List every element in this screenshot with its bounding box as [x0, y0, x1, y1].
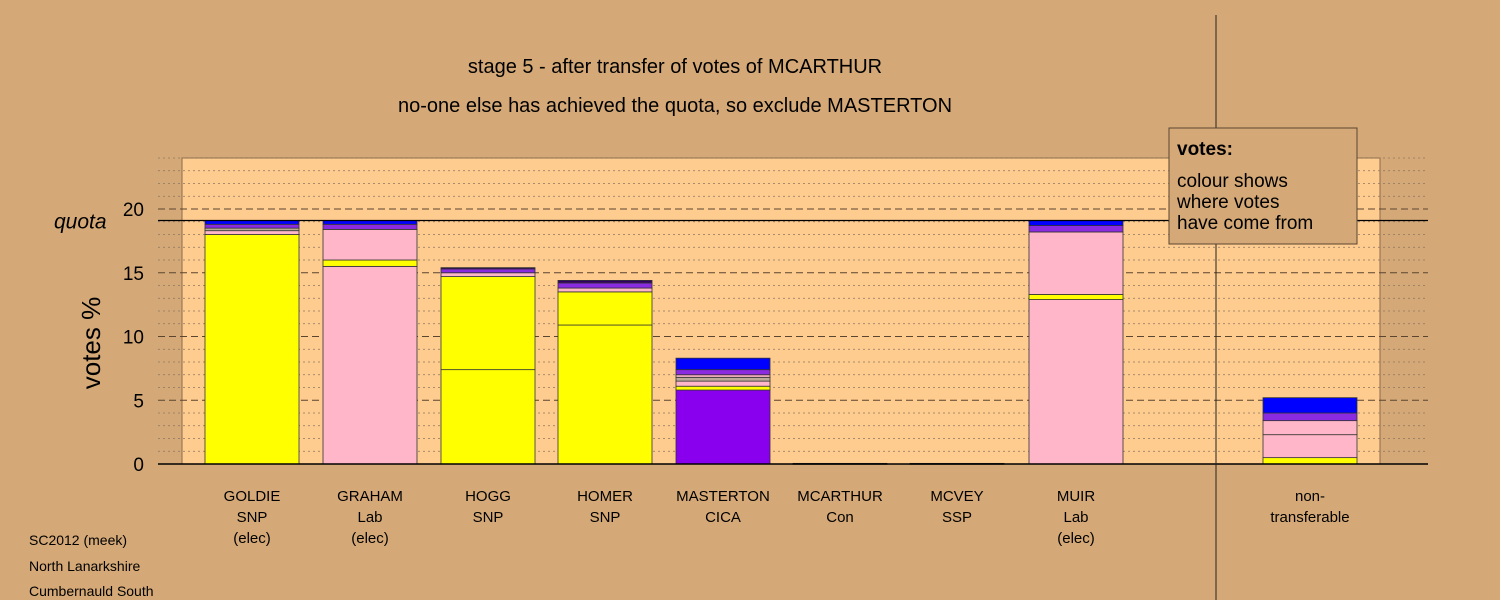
bar-segment — [322, 265, 418, 465]
x-tick-label: (elec) — [1057, 530, 1095, 547]
bar-segment — [675, 357, 771, 371]
bar-segment — [322, 228, 418, 261]
bar-segment — [557, 291, 653, 326]
bar-segment — [675, 376, 771, 382]
x-tick-label: SNP — [237, 509, 268, 526]
bar-segment — [1028, 231, 1124, 295]
bar-segment — [675, 385, 771, 391]
bar-segment — [557, 282, 653, 289]
bar-segment — [322, 223, 418, 230]
chart-title: stage 5 - after transfer of votes of MCA… — [468, 56, 882, 78]
x-tick-label: transferable — [1270, 509, 1349, 526]
bar-segment — [1028, 225, 1124, 233]
legend-line: colour shows — [1177, 171, 1288, 192]
x-tick-label: non- — [1295, 488, 1325, 505]
y-tick-label: 10 — [123, 328, 144, 349]
bar-segment — [204, 234, 300, 465]
x-axis-labels: GOLDIE SNP (elec) GRAHAM Lab (elec) HOGG SNP HOM… — [224, 488, 1350, 547]
bar-segment — [440, 267, 536, 270]
x-tick-label: Lab — [1063, 509, 1088, 526]
legend: votes: colour shows where votes have com… — [1168, 127, 1358, 245]
x-tick-label: (elec) — [351, 530, 389, 547]
x-tick-label: MASTERTON — [676, 488, 770, 505]
x-tick-label: MCARTHUR — [797, 488, 883, 505]
y-axis-ticks: 0 5 10 15 20 — [123, 200, 144, 476]
footer-line: SC2012 (meek) — [29, 532, 127, 548]
footer: SC2012 (meek) North Lanarkshire Cumberna… — [29, 532, 154, 599]
x-tick-label: HOGG — [465, 488, 511, 505]
bar-segment — [557, 279, 653, 284]
bar-segment — [440, 369, 536, 465]
x-tick-label: GOLDIE — [224, 488, 281, 505]
bar-segment — [204, 230, 300, 235]
x-tick-label: SSP — [942, 509, 972, 526]
bar-segment — [675, 389, 771, 465]
bar-segment — [204, 223, 300, 229]
bars — [204, 220, 1358, 465]
bar-segment — [1262, 397, 1358, 414]
bar-segment — [1262, 457, 1358, 465]
bar-segment — [1262, 412, 1358, 422]
footer-line: North Lanarkshire — [29, 558, 140, 574]
bar-segment — [557, 324, 653, 465]
y-tick-label: 0 — [133, 455, 144, 476]
x-tick-label: SNP — [590, 509, 621, 526]
legend-box — [1168, 127, 1358, 245]
y-tick-label: 15 — [123, 264, 144, 285]
bar-segment — [440, 272, 536, 277]
x-tick-label: Lab — [357, 509, 382, 526]
x-tick-label: HOMER — [577, 488, 633, 505]
x-tick-label: MUIR — [1057, 488, 1095, 505]
legend-title: votes: — [1177, 139, 1233, 160]
y-tick-label: 5 — [133, 391, 144, 412]
y-tick-label: 20 — [123, 200, 144, 221]
bar-segment — [1028, 220, 1124, 226]
x-tick-label: MCVEY — [930, 488, 983, 505]
bar-segment — [675, 369, 771, 376]
y-axis-label: votes % — [76, 297, 106, 390]
bar-segment — [1028, 299, 1124, 465]
bar-segment — [557, 287, 653, 293]
chart-subtitle: no-one else has achieved the quota, so e… — [398, 95, 952, 117]
legend-line: have come from — [1177, 213, 1313, 234]
bar-segment — [675, 380, 771, 387]
bar-segment — [440, 276, 536, 371]
x-tick-label: Con — [826, 509, 854, 526]
bar-segment — [322, 259, 418, 267]
x-tick-label: GRAHAM — [337, 488, 403, 505]
x-tick-label: (elec) — [233, 530, 271, 547]
legend-line: where votes — [1176, 192, 1279, 213]
bar-segment — [440, 268, 536, 274]
bar-segment — [1262, 420, 1358, 436]
x-tick-label: CICA — [705, 509, 741, 526]
bar-segment — [1262, 434, 1358, 459]
footer-line: Cumbernauld South — [29, 583, 154, 599]
quota-label: quota — [54, 210, 107, 233]
x-tick-label: SNP — [473, 509, 504, 526]
bar-segment — [1028, 294, 1124, 300]
